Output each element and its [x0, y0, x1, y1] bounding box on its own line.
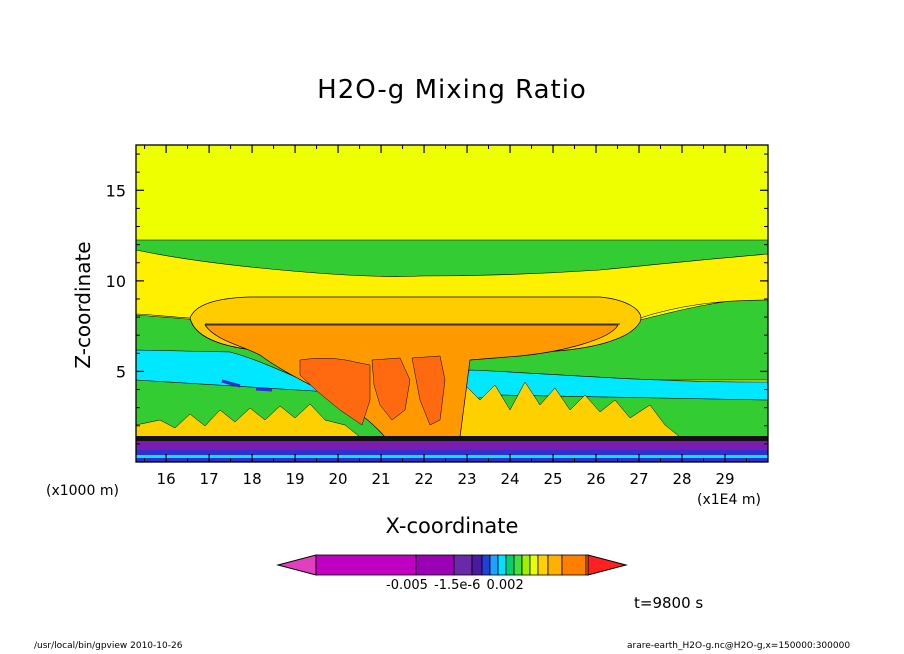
colorbar-segment — [537, 554, 549, 576]
x-unit-label: (x1000 m) — [46, 483, 119, 499]
colorbar-segment — [415, 554, 455, 576]
surface-blue — [136, 458, 768, 462]
colorbar-right-arrow — [587, 554, 628, 576]
y-axis-label: Z-coordinate — [71, 241, 95, 369]
colorbar-segment — [529, 554, 539, 576]
x-tick-label: 29 — [715, 470, 734, 488]
y-tick-marks — [136, 153, 768, 445]
surface-black — [136, 436, 768, 441]
core-darkorange-3 — [411, 355, 446, 426]
x-tick-label: 18 — [243, 470, 262, 488]
x-tick-label: 17 — [200, 470, 219, 488]
plot-frame — [135, 144, 769, 463]
x-tick-label: 24 — [500, 470, 519, 488]
colorbar-segment — [481, 554, 491, 576]
colorbar-segment — [315, 554, 417, 576]
core-darkorange-2 — [371, 357, 411, 421]
colorbar-segment — [497, 554, 507, 576]
x-tick-label: 27 — [629, 470, 648, 488]
colorbar — [276, 554, 628, 576]
layer-lowyellow — [136, 403, 361, 438]
surface-purple — [136, 441, 768, 450]
y-tick-labels: 5 10 15 — [106, 181, 126, 381]
colorbar-labels: -0.005 -1.5e-6 0.002 — [386, 578, 524, 593]
colorbar-segment — [513, 554, 523, 576]
colorbar-segment — [505, 554, 515, 576]
surface-cyan — [136, 455, 768, 458]
colorbar-segment — [585, 554, 589, 576]
x-tick-labels: 16 17 18 19 20 21 22 23 24 25 26 27 28 29 — [157, 470, 735, 488]
x-tick-marks — [144, 145, 748, 462]
chart-title: H2O-g Mixing Ratio — [317, 75, 587, 105]
x-tick-label: 21 — [372, 470, 391, 488]
y-tick-label: 5 — [116, 362, 126, 381]
blue-streak — [221, 379, 273, 392]
x-scale-note: (x1E4 m) — [697, 492, 761, 508]
x-tick-label: 25 — [543, 470, 562, 488]
x-tick-label: 23 — [458, 470, 477, 488]
x-tick-label: 16 — [157, 470, 176, 488]
surface-violet — [136, 450, 768, 455]
layer-lowyellow-right — [454, 379, 681, 438]
x-tick-label: 19 — [286, 470, 305, 488]
x-tick-label: 26 — [586, 470, 605, 488]
x-axis-label: X-coordinate — [385, 514, 519, 538]
x-tick-label: 20 — [329, 470, 348, 488]
contour-field — [136, 145, 768, 462]
x-tick-label: 22 — [415, 470, 434, 488]
y-tick-label: 15 — [106, 181, 126, 200]
colorbar-left-arrow — [276, 554, 317, 576]
colorbar-segment — [521, 554, 531, 576]
colorbar-segment — [453, 554, 473, 576]
colorbar-segment — [547, 554, 563, 576]
y-tick-label: 10 — [106, 272, 126, 291]
footer-path: /usr/local/bin/gpview 2010-10-26 — [34, 641, 183, 651]
core-darkorange — [299, 358, 371, 426]
colorbar-segment — [561, 554, 587, 576]
footer-source: arare-earth_H2O-g.nc@H2O-g,x=150000:3000… — [627, 641, 851, 651]
colorbar-segment — [471, 554, 483, 576]
time-label: t=9800 s — [634, 594, 704, 612]
x-tick-label: 28 — [672, 470, 691, 488]
colorbar-segment — [489, 554, 499, 576]
